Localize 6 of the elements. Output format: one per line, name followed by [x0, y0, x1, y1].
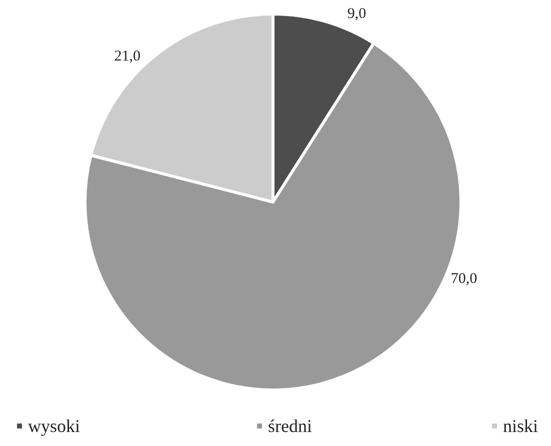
legend-label: niski — [502, 416, 538, 436]
data-label: 9,0 — [347, 6, 366, 22]
data-label: 70,0 — [450, 271, 478, 288]
legend-label: wysoki — [28, 416, 80, 436]
legend-label: średni — [268, 416, 312, 436]
data-label: 21,0 — [114, 48, 140, 64]
